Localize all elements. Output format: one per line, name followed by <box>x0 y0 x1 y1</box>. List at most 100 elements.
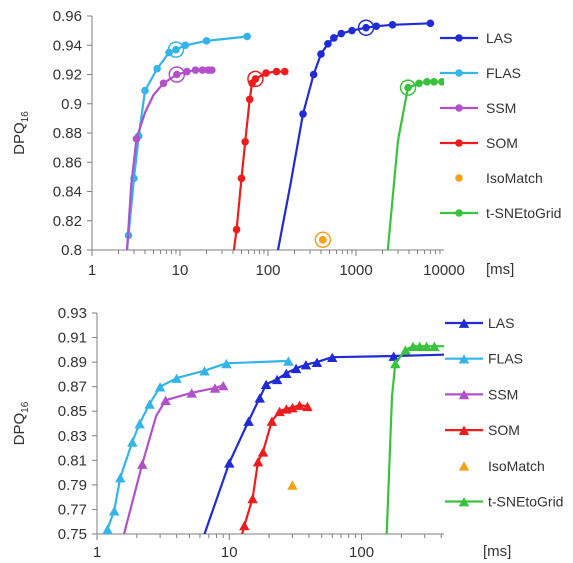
data-point-las <box>337 29 346 38</box>
data-point-som <box>251 75 260 83</box>
data-point-t-snetogrid <box>421 341 432 351</box>
series-line-t-snetogrid <box>386 80 442 250</box>
legend-item-som: SOM <box>440 135 518 151</box>
data-point-t-snetogrid <box>430 78 438 86</box>
legend-item-isomatch: IsoMatch <box>455 170 543 186</box>
data-point-flas <box>172 45 180 54</box>
y-tick-label: 0.86 <box>53 154 82 171</box>
legend-marker <box>455 209 463 217</box>
highlight-ring-las <box>357 19 375 36</box>
data-point-las <box>309 70 318 79</box>
legend-label: LAS <box>488 315 514 331</box>
legend-marker <box>455 174 463 182</box>
series-line-las <box>203 353 444 534</box>
y-axis-label-subscript: 16 <box>20 111 31 123</box>
data-point-som <box>287 403 298 413</box>
y-axis-label-subscript: 16 <box>20 401 31 413</box>
data-point-som <box>294 400 305 410</box>
legend-marker <box>455 104 463 112</box>
legend-label: LAS <box>486 30 512 46</box>
data-point-ssm <box>173 70 181 79</box>
y-tick-label: 0.79 <box>58 477 87 494</box>
data-point-som <box>247 493 258 504</box>
x-axis-unit-label: [ms] <box>483 543 511 560</box>
data-point-las <box>330 34 338 42</box>
data-point-ssm <box>209 383 221 393</box>
data-point-las <box>317 50 325 58</box>
data-point-flas <box>127 437 138 447</box>
legend-marker <box>458 354 470 364</box>
x-tick-label: 100 <box>349 544 374 561</box>
legend-label: SOM <box>488 422 520 438</box>
data-point-flas <box>134 419 145 429</box>
legend-item-t-snetogrid: t-SNEtoGrid <box>445 494 563 510</box>
x-tick-label: 10 <box>172 262 189 279</box>
data-point-ssm <box>183 67 191 76</box>
y-tick-label: 0.8 <box>61 242 82 259</box>
data-point-flas <box>199 366 210 376</box>
data-point-flas <box>144 399 155 409</box>
data-point-ssm <box>186 388 197 398</box>
data-point-las <box>271 374 283 385</box>
legend-marker <box>458 461 470 471</box>
data-point-t-snetogrid <box>415 79 423 88</box>
data-point-las <box>324 39 332 48</box>
highlight-ring-ssm <box>168 66 186 83</box>
y-axis-label: DPQ16 <box>11 401 31 445</box>
legend-label: FLAS <box>486 65 521 81</box>
data-point-las <box>326 352 338 363</box>
data-point-flas <box>153 64 161 73</box>
data-point-las <box>388 20 397 29</box>
data-point-t-snetogrid <box>429 341 440 351</box>
legend-item-isomatch: IsoMatch <box>458 458 545 474</box>
y-tick-label: 0.75 <box>58 526 87 543</box>
data-point-som <box>262 69 270 77</box>
data-point-som <box>266 416 278 426</box>
y-tick-label: 0.93 <box>58 305 87 322</box>
data-point-flas <box>283 356 294 366</box>
series-line-ssm <box>125 69 212 250</box>
data-point-flas <box>115 473 126 483</box>
data-point-las <box>372 22 381 31</box>
data-point-t-snetogrid <box>407 341 419 351</box>
x-tick-label: 1000 <box>339 262 372 279</box>
data-point-t-snetogrid <box>438 78 444 86</box>
data-point-las <box>299 110 307 118</box>
data-point-las <box>260 379 272 390</box>
data-point-flas <box>141 86 149 95</box>
data-point-ssm <box>137 459 148 469</box>
y-axis-label-main: DPQ <box>11 413 28 446</box>
legend-item-flas: FLAS <box>440 65 521 81</box>
legend-item-flas: FLAS <box>445 351 523 367</box>
legend-marker <box>455 69 463 77</box>
legend-marker <box>458 389 470 400</box>
data-point-som <box>280 67 289 76</box>
series-line-las <box>276 22 431 250</box>
legend-item-las: LAS <box>440 30 512 46</box>
x-axis-unit-label: [ms] <box>486 261 514 278</box>
highlight-ring-som <box>247 70 264 88</box>
data-point-isomatch <box>287 480 298 490</box>
data-point-t-snetogrid <box>414 341 425 351</box>
data-point-las <box>254 393 265 403</box>
data-point-ssm <box>198 66 207 74</box>
legend-label: FLAS <box>488 351 523 367</box>
data-point-las <box>388 351 399 361</box>
data-point-isomatch <box>319 235 327 244</box>
legend-marker <box>455 34 463 42</box>
highlight-ring-flas <box>167 41 185 58</box>
legend-label: IsoMatch <box>486 170 543 186</box>
data-point-som <box>232 225 241 234</box>
data-point-las <box>362 23 370 32</box>
y-tick-label: 0.89 <box>58 354 87 371</box>
y-tick-label: 0.85 <box>58 403 87 420</box>
y-tick-label: 0.94 <box>53 37 82 54</box>
data-point-som <box>272 67 281 76</box>
legend-label: SOM <box>486 135 518 151</box>
y-axis-label: DPQ16 <box>11 111 31 155</box>
data-point-las <box>243 416 254 426</box>
data-point-flas <box>221 358 232 369</box>
x-tick-label: 1 <box>88 262 96 279</box>
data-point-som <box>257 447 269 457</box>
